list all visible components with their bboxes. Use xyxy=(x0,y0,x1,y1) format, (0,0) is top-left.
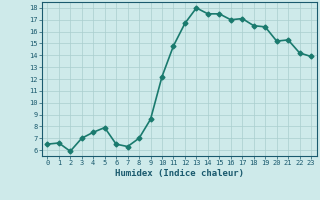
X-axis label: Humidex (Indice chaleur): Humidex (Indice chaleur) xyxy=(115,169,244,178)
